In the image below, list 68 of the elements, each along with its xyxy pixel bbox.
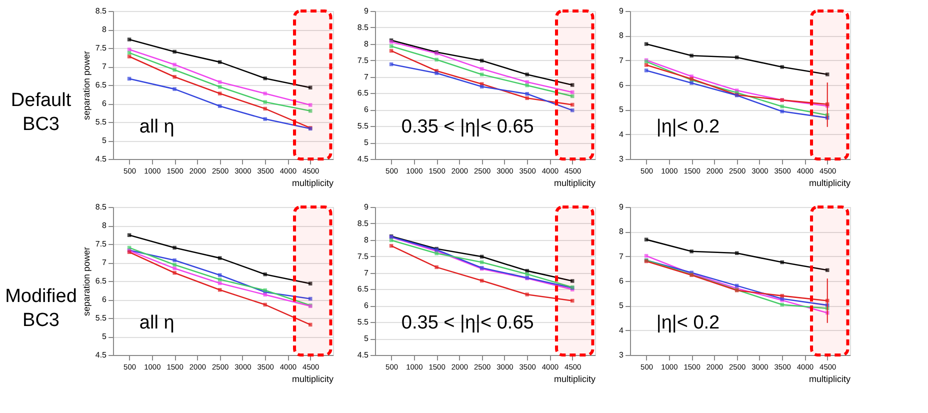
y-tick-label: 7.5 — [95, 44, 108, 52]
y-axis-title: separation power — [81, 246, 92, 316]
y-tick-label: 8 — [364, 235, 370, 244]
y-tick-label: 4.5 — [95, 350, 108, 360]
y-tick-label: 8 — [102, 25, 108, 34]
y-tick-label: 9 — [364, 6, 370, 16]
annotation: 0.35 < |η|< 0.65 — [401, 312, 534, 334]
x-axis-title: multiplicity — [808, 178, 851, 188]
text: Modified BC3 — [5, 286, 77, 331]
y-tick-label: 5.5 — [357, 318, 370, 327]
y-tick-label: 9 — [619, 202, 624, 212]
y-tick-label: 3 — [619, 154, 624, 164]
y-axis-title: separation power — [81, 50, 92, 120]
y-tick-label: 6 — [102, 295, 108, 304]
y-tick-label: 6 — [619, 276, 624, 286]
x-axis-title: multiplicity — [554, 374, 596, 384]
y-tick-label: 7 — [619, 252, 624, 261]
y-tick-label: 9 — [364, 202, 370, 212]
annotation: |η|< 0.2 — [656, 116, 720, 138]
y-tick-label: 5.5 — [95, 118, 108, 126]
y-tick-label: 4.5 — [95, 154, 108, 164]
y-tick-label: 6 — [364, 301, 370, 310]
x-axis-title: multiplicity — [554, 178, 596, 188]
y-tick-label: 5 — [102, 332, 108, 341]
y-tick-label: 5 — [364, 138, 370, 148]
y-tick-label: 4.5 — [357, 154, 370, 164]
y-tick-label: 5 — [364, 334, 370, 344]
annotation: |η|< 0.2 — [656, 312, 720, 334]
y-tick-label: 6.5 — [357, 88, 370, 98]
y-tick-label: 7 — [102, 258, 108, 267]
x-axis-title: multiplicity — [292, 178, 334, 188]
x-axis-title: multiplicity — [292, 374, 334, 384]
y-tick-label: 6 — [619, 80, 624, 90]
y-tick-label: 6.5 — [95, 80, 108, 90]
y-tick-label: 8 — [102, 221, 108, 230]
y-tick-label: 5.5 — [357, 122, 370, 131]
y-tick-label: 7.5 — [95, 240, 108, 248]
y-tick-label: 6 — [364, 105, 370, 114]
y-tick-label: 8 — [364, 39, 370, 48]
y-tick-label: 8.5 — [95, 6, 108, 16]
y-tick-label: 4.5 — [357, 350, 370, 360]
y-tick-label: 5 — [619, 301, 624, 310]
y-tick-label: 7.5 — [357, 252, 370, 261]
y-tick-label: 8.5 — [357, 22, 370, 32]
y-tick-label: 6.5 — [357, 284, 370, 294]
annotation: all η — [139, 116, 174, 138]
y-tick-label: 9 — [619, 6, 624, 16]
y-tick-label: 4 — [619, 326, 624, 335]
y-tick-label: 3 — [619, 350, 624, 360]
y-tick-label: 7 — [102, 62, 108, 71]
annotation: all η — [139, 312, 174, 334]
y-tick-label: 5.5 — [95, 314, 108, 322]
y-tick-label: 7 — [619, 56, 624, 65]
y-tick-label: 8 — [619, 31, 624, 40]
y-tick-label: 7.5 — [357, 56, 370, 65]
y-tick-label: 8.5 — [95, 202, 108, 212]
y-tick-label: 5 — [102, 136, 108, 145]
y-tick-label: 6.5 — [95, 276, 108, 286]
annotation: 0.35 < |η|< 0.65 — [401, 116, 534, 138]
y-tick-label: 8.5 — [357, 218, 370, 228]
text: Default BC3 — [10, 90, 72, 135]
y-tick-label: 7 — [364, 72, 370, 82]
y-tick-label: 8 — [619, 227, 624, 236]
y-tick-label: 6 — [102, 99, 108, 108]
x-axis-title: multiplicity — [808, 374, 851, 384]
y-tick-label: 7 — [364, 268, 370, 278]
y-tick-label: 4 — [619, 130, 624, 139]
y-tick-label: 5 — [619, 105, 624, 114]
